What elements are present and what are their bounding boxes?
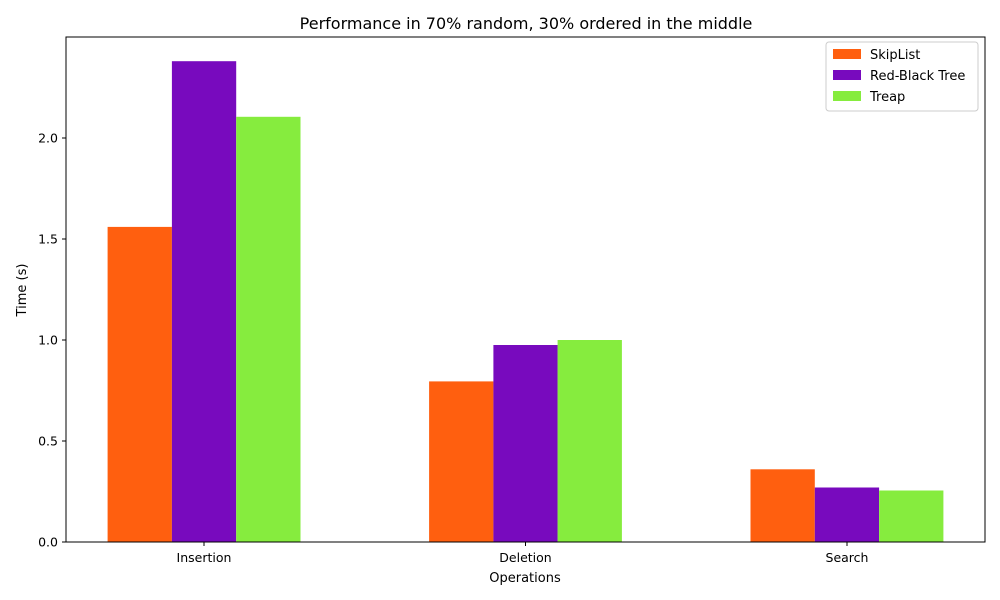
bar-skiplist-insertion (107, 226, 172, 542)
x-tick-label: Search (826, 550, 869, 565)
legend-label: SkipList (870, 48, 920, 63)
legend: SkipList Red-Black Tree Treap (825, 41, 979, 112)
legend-swatch (833, 70, 861, 80)
y-tick-label: 0.0 (38, 535, 58, 550)
x-tick-label: Deletion (499, 550, 551, 565)
x-axis-label: Operations (489, 571, 561, 586)
y-axis-label: Time (s) (15, 264, 30, 318)
bar-treap-insertion (236, 116, 301, 543)
y-tick-label: 1.0 (38, 333, 58, 348)
y-axis: 0.0 0.5 1.0 1.5 2.0 (38, 131, 66, 550)
legend-box (825, 41, 979, 112)
x-axis: Insertion Deletion Search (177, 542, 869, 565)
bar-skiplist-search (750, 469, 815, 542)
bars-group (107, 61, 944, 543)
bar-red-black-tree-search (814, 487, 880, 542)
bar-red-black-tree-deletion (493, 345, 558, 542)
bar-treap-search (879, 490, 944, 542)
y-tick-label: 1.5 (38, 232, 58, 247)
legend-label: Treap (869, 90, 905, 105)
legend-swatch (833, 49, 861, 59)
bar-treap-deletion (557, 340, 622, 542)
bar-red-black-tree-insertion (171, 61, 237, 542)
legend-label: Red-Black Tree (870, 69, 965, 84)
y-tick-label: 0.5 (38, 434, 58, 449)
x-tick-label: Insertion (177, 550, 232, 565)
bar-skiplist-deletion (429, 381, 494, 542)
chart-title: Performance in 70% random, 30% ordered i… (300, 14, 753, 33)
legend-swatch (833, 91, 861, 101)
y-tick-label: 2.0 (38, 131, 58, 146)
